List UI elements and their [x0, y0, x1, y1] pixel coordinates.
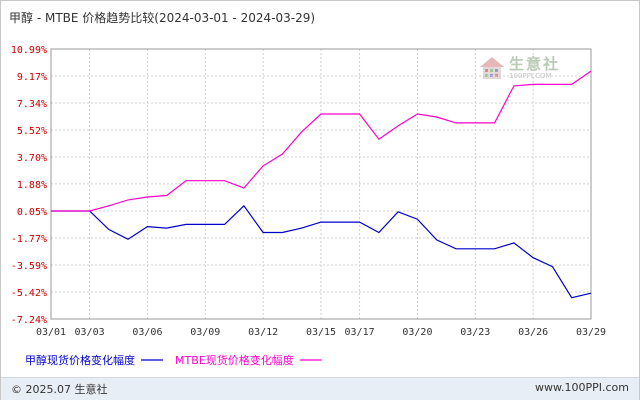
- x-tick-label: 03/17: [345, 327, 375, 338]
- line-chart: 10.99% 9.17% 7.34% 5.52% 3.70% 1.88% 0.05% -1.7…: [11, 45, 606, 367]
- y-tick-label: -3.59%: [11, 261, 47, 272]
- x-tick-label: 03/29: [576, 327, 606, 338]
- legend-label-2: MTBE现货价格变化幅度: [175, 353, 294, 367]
- x-tick-label: 03/09: [190, 327, 220, 338]
- x-tick-label: 03/23: [460, 327, 490, 338]
- footer-bar: © 2025.07 生意社 www.100PPI.com: [1, 377, 639, 400]
- legend-label-1: 甲醇现货价格变化幅度: [25, 353, 135, 367]
- series-line-2: [51, 70, 592, 212]
- y-tick-label: 10.99%: [11, 45, 47, 56]
- watermark-name: 生意社: [509, 55, 561, 73]
- x-tick-label: 03/15: [306, 327, 336, 338]
- watermark-url: 100PPI.COM: [509, 72, 552, 80]
- x-tick-label: 03/26: [518, 327, 548, 338]
- x-tick-label: 03/01: [36, 327, 66, 338]
- y-tick-label: -1.77%: [11, 234, 47, 245]
- x-tick-label: 03/20: [402, 327, 432, 338]
- y-tick-label: 1.88%: [17, 180, 47, 191]
- grid: [50, 48, 592, 320]
- series-line-1: [51, 204, 592, 299]
- y-tick-label: -7.24%: [11, 315, 47, 326]
- copyright-text: © 2025.07 生意社: [11, 383, 108, 396]
- x-tick-label: 03/03: [75, 327, 105, 338]
- axes: [50, 48, 592, 320]
- y-tick-label: 5.52%: [17, 126, 47, 137]
- series-lines: [51, 70, 592, 299]
- y-tick-label: 0.05%: [17, 207, 47, 218]
- x-tick-label: 03/12: [248, 327, 278, 338]
- chart-title: 甲醇 - MTBE 价格趋势比较(2024-03-01 - 2024-03-29…: [9, 11, 316, 25]
- y-tick-label: 7.34%: [17, 99, 47, 110]
- y-tick-label: 3.70%: [17, 153, 47, 164]
- site-link[interactable]: www.100PPI.com: [535, 381, 629, 394]
- y-tick-labels: 10.99% 9.17% 7.34% 5.52% 3.70% 1.88% 0.05% -1.7…: [11, 45, 47, 326]
- y-tick-label: 9.17%: [17, 72, 47, 83]
- plot-area-border: [50, 48, 592, 320]
- y-tick-label: -5.42%: [11, 288, 47, 299]
- x-tick-label: 03/06: [132, 327, 162, 338]
- x-tick-labels: 03/01 03/03 03/06 03/09 03/12 03/15 03/17 03/20…: [36, 327, 606, 338]
- legend: 甲醇现货价格变化幅度 MTBE现货价格变化幅度: [25, 353, 322, 367]
